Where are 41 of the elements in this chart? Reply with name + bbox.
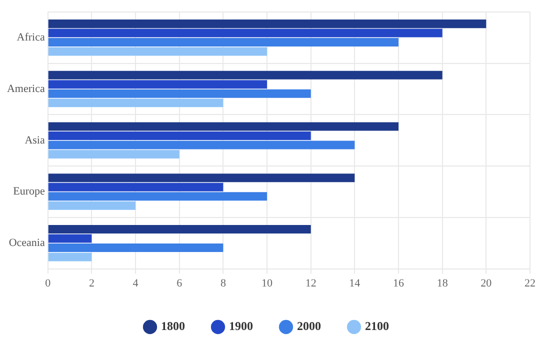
bar	[48, 20, 486, 28]
x-tick-label: 10	[262, 277, 274, 290]
legend-label: 2000	[297, 319, 321, 334]
bar	[48, 174, 355, 182]
bar	[48, 98, 224, 108]
y-tick-label: Asia	[24, 134, 45, 146]
y-tick-label: Europe	[13, 186, 45, 198]
bar	[48, 225, 311, 234]
y-tick-label: Africa	[16, 32, 45, 44]
bar	[48, 132, 311, 140]
x-tick-label: 0	[45, 277, 52, 290]
bar	[48, 150, 180, 159]
legend-label: 1800	[161, 319, 185, 334]
legend-label: 1900	[229, 319, 253, 334]
bar	[48, 47, 268, 56]
bar	[48, 192, 268, 201]
x-tick-label: 22	[524, 277, 536, 290]
bar	[48, 234, 92, 243]
bar	[48, 140, 355, 150]
x-tick-label: 6	[176, 277, 183, 290]
bar	[48, 252, 92, 262]
x-tick-label: 14	[349, 277, 361, 290]
x-tick-label: 16	[393, 277, 405, 290]
legend-label: 2100	[365, 319, 389, 334]
x-tick-label: 20	[480, 277, 492, 290]
x-tick-label: 18	[436, 277, 448, 290]
x-tick-label: 8	[220, 277, 226, 290]
bar	[48, 70, 442, 80]
bar	[48, 122, 399, 131]
x-tick-label: 4	[132, 277, 139, 290]
bar	[48, 201, 136, 210]
bar	[48, 182, 224, 192]
x-tick-label: 2	[88, 277, 94, 290]
x-tick-label: 12	[305, 277, 316, 290]
bar	[48, 89, 311, 98]
bar	[48, 80, 268, 89]
bar	[48, 243, 224, 252]
y-tick-label: Oceania	[8, 237, 45, 250]
y-tick-label: America	[6, 82, 45, 95]
bar	[48, 38, 399, 47]
bar	[48, 28, 442, 38]
